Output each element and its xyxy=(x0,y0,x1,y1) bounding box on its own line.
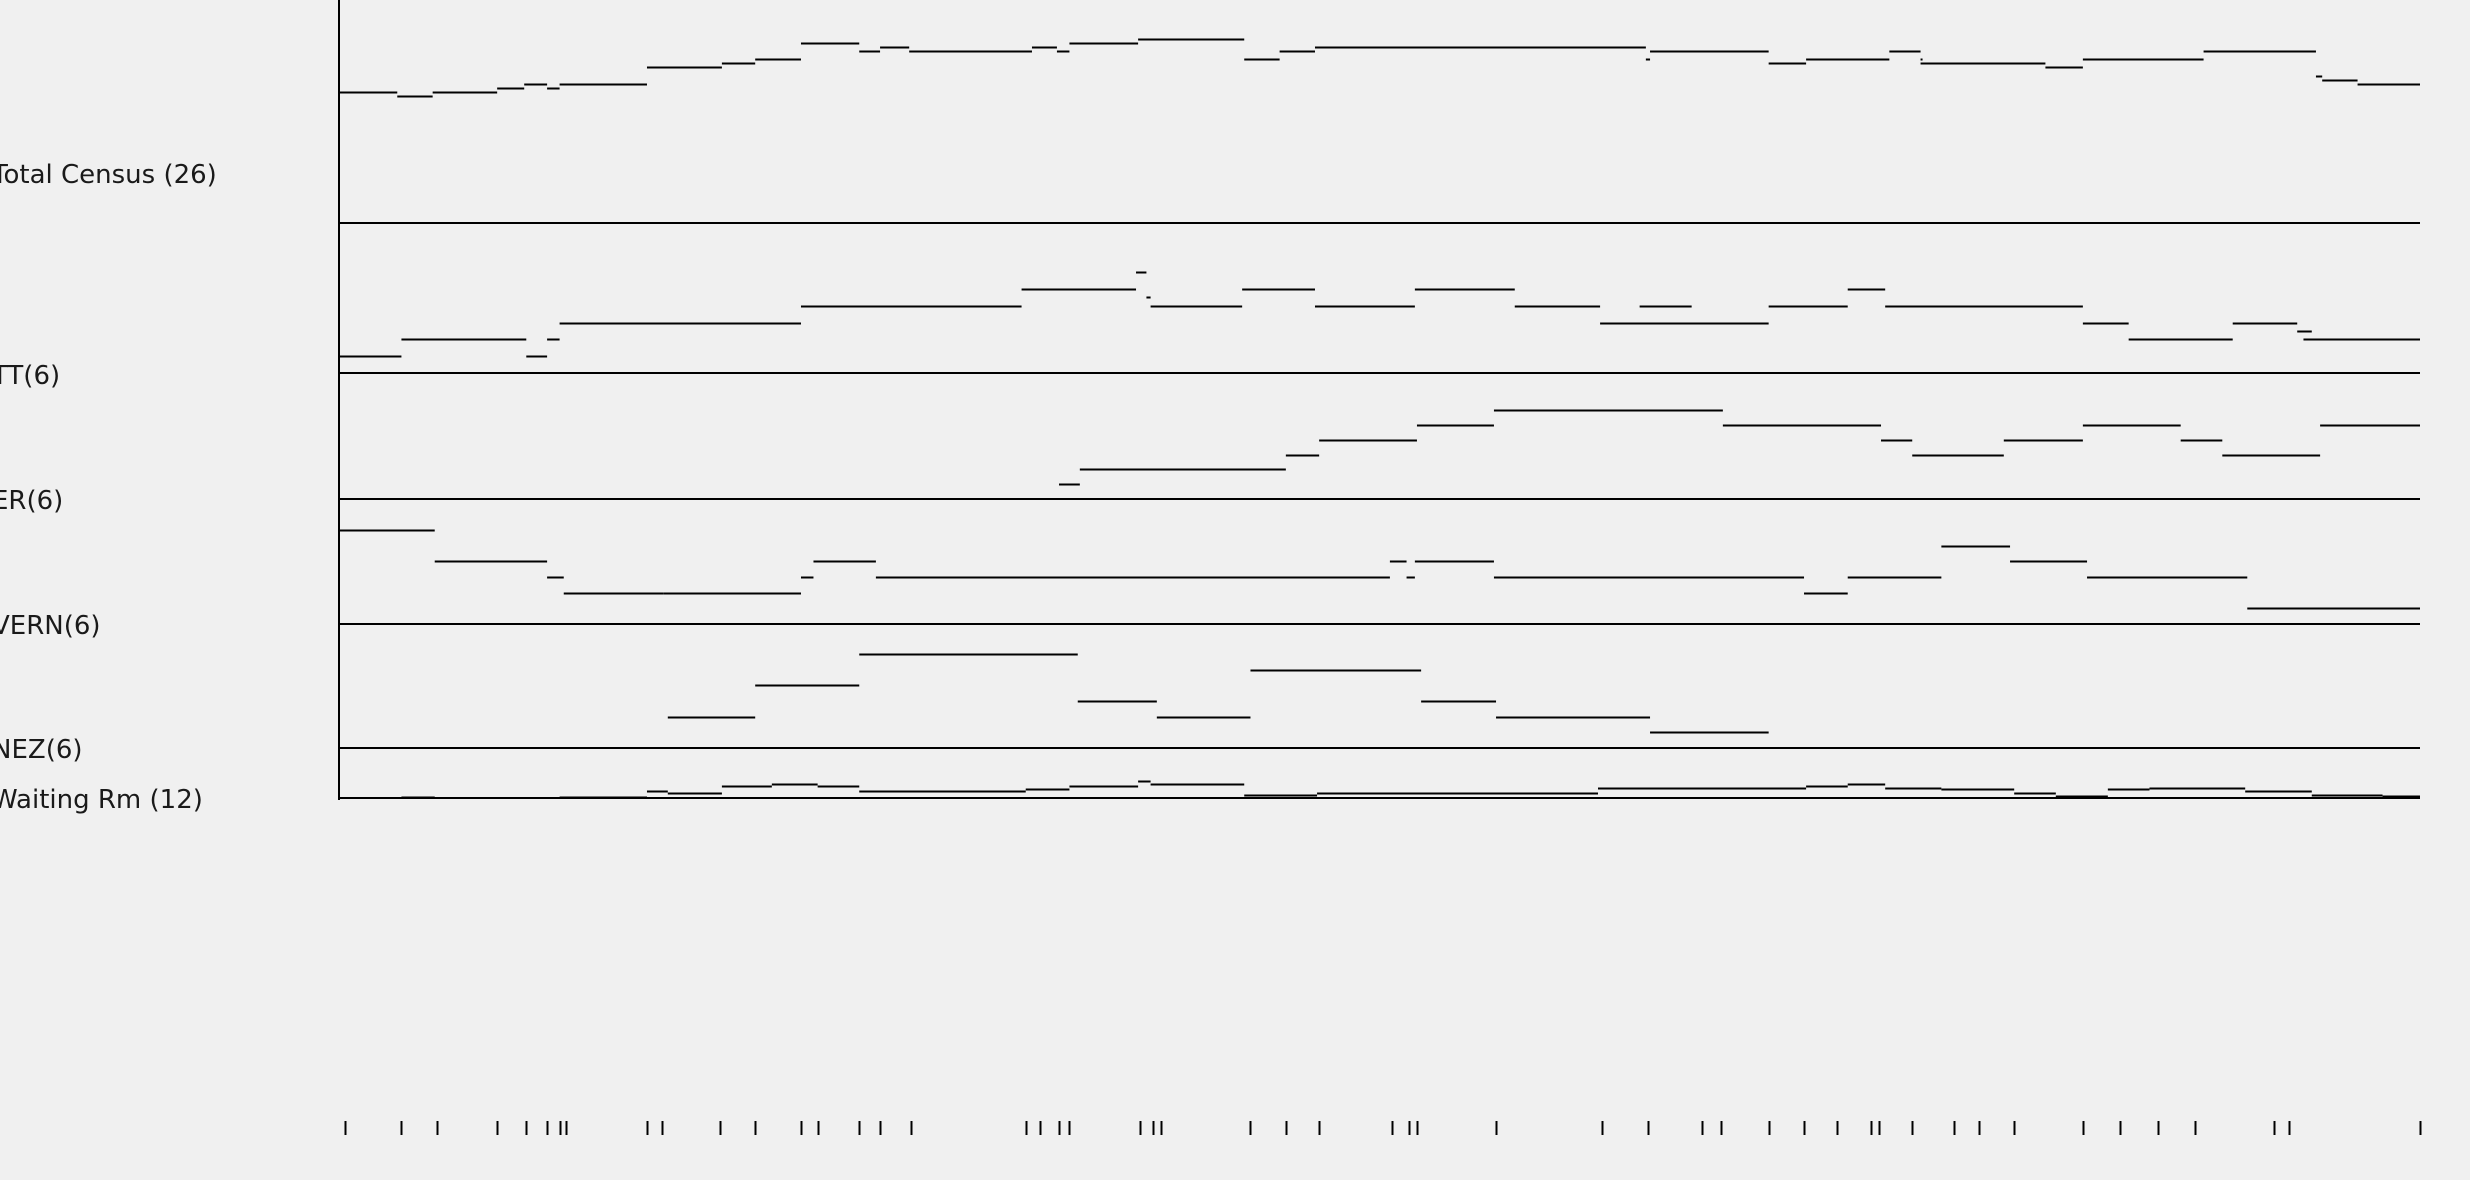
series-total xyxy=(339,38,2420,98)
series-tt xyxy=(339,271,2420,358)
row-label-tt: TT(6) xyxy=(0,361,60,391)
row-label-total-census: Total Census (26) xyxy=(0,160,217,190)
series-vern xyxy=(339,529,2420,610)
series-layer xyxy=(339,38,2420,799)
row-label-er: ER(6) xyxy=(0,486,63,516)
row-label-waiting-rm: Waiting Rm (12) xyxy=(0,785,203,815)
row-label-vern: VERN(6) xyxy=(0,611,101,641)
series-er xyxy=(1059,409,2420,486)
row-labels: Total Census (26) TT(6) ER(6) VERN(6) NE… xyxy=(0,160,217,815)
series-waiting xyxy=(401,780,2420,799)
row-baselines xyxy=(339,222,2420,799)
series-nez xyxy=(667,653,1769,734)
event-ticks xyxy=(344,1121,2422,1135)
row-label-nez: NEZ(6) xyxy=(0,735,83,765)
